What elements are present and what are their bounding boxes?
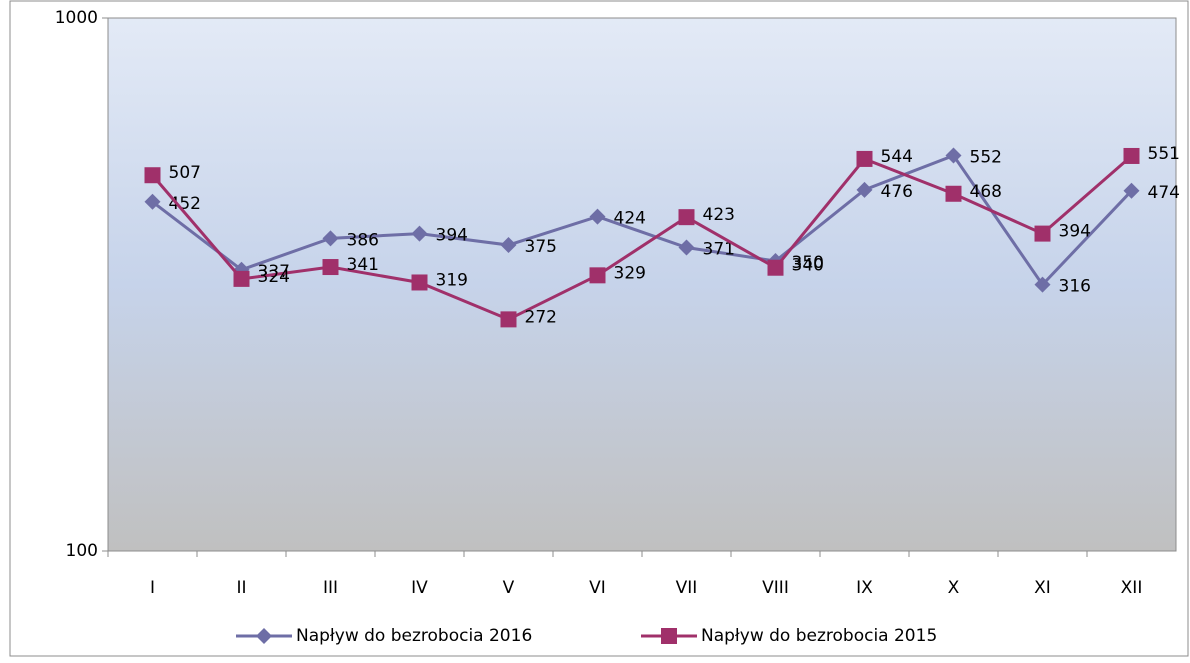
x-tick-label: XII — [1121, 578, 1143, 598]
y-tick-label: 100 — [66, 541, 98, 561]
marker — [945, 147, 962, 164]
x-tick-label: XI — [1034, 578, 1051, 598]
marker — [1034, 225, 1051, 242]
y-tick-label: 1000 — [55, 8, 98, 28]
marker — [589, 267, 606, 284]
x-tick-label: V — [503, 578, 515, 598]
marker — [256, 628, 272, 644]
data-label: 423 — [703, 205, 735, 225]
data-label: 551 — [1148, 144, 1180, 164]
data-label: 341 — [347, 255, 379, 275]
data-label: 507 — [169, 163, 201, 183]
data-label: 371 — [703, 240, 735, 260]
series-line — [151, 154, 1133, 322]
x-tick-label: X — [948, 578, 960, 598]
x-tick-label: III — [323, 578, 338, 598]
data-label: 452 — [169, 194, 201, 214]
x-tick-label: VII — [676, 578, 698, 598]
data-label: 424 — [614, 209, 646, 229]
data-label: 544 — [881, 147, 913, 167]
data-label: 394 — [1059, 222, 1091, 242]
marker — [233, 270, 250, 287]
data-label: 272 — [525, 307, 557, 327]
marker — [411, 225, 428, 242]
marker — [856, 181, 873, 198]
data-label: 552 — [970, 148, 1002, 168]
x-tick-label: VIII — [762, 578, 789, 598]
marker — [500, 237, 517, 254]
data-label: 375 — [525, 237, 557, 257]
plot-area — [107, 17, 1177, 552]
data-label: 340 — [792, 256, 824, 276]
legend-label: Napływ do bezrobocia 2015 — [701, 626, 937, 646]
series-line — [151, 153, 1133, 288]
x-tick-label: II — [236, 578, 246, 598]
data-label: 468 — [970, 182, 1002, 202]
data-label: 474 — [1148, 183, 1180, 203]
marker — [144, 167, 161, 184]
marker — [411, 274, 428, 291]
marker — [589, 208, 606, 225]
marker — [322, 230, 339, 247]
marker — [322, 259, 339, 276]
data-label: 316 — [1059, 277, 1091, 297]
data-label: 329 — [614, 263, 646, 283]
marker — [678, 239, 695, 256]
marker — [678, 209, 695, 226]
marker — [1123, 182, 1140, 199]
marker — [945, 185, 962, 202]
data-label: 394 — [436, 226, 468, 246]
x-tick-label: VI — [589, 578, 606, 598]
legend-label: Napływ do bezrobocia 2016 — [296, 626, 532, 646]
marker — [661, 628, 677, 644]
marker — [1123, 147, 1140, 164]
data-label: 476 — [881, 182, 913, 202]
data-label: 350 — [792, 253, 824, 273]
x-tick-label: I — [150, 578, 155, 598]
data-label: 319 — [436, 270, 468, 290]
data-label: 324 — [258, 267, 290, 287]
x-tick-label: IX — [856, 578, 873, 598]
x-tick-label: IV — [411, 578, 428, 598]
marker — [767, 259, 784, 276]
marker — [144, 193, 161, 210]
marker — [500, 311, 517, 328]
marker — [856, 150, 873, 167]
data-label: 386 — [347, 230, 379, 250]
marker — [1034, 276, 1051, 293]
